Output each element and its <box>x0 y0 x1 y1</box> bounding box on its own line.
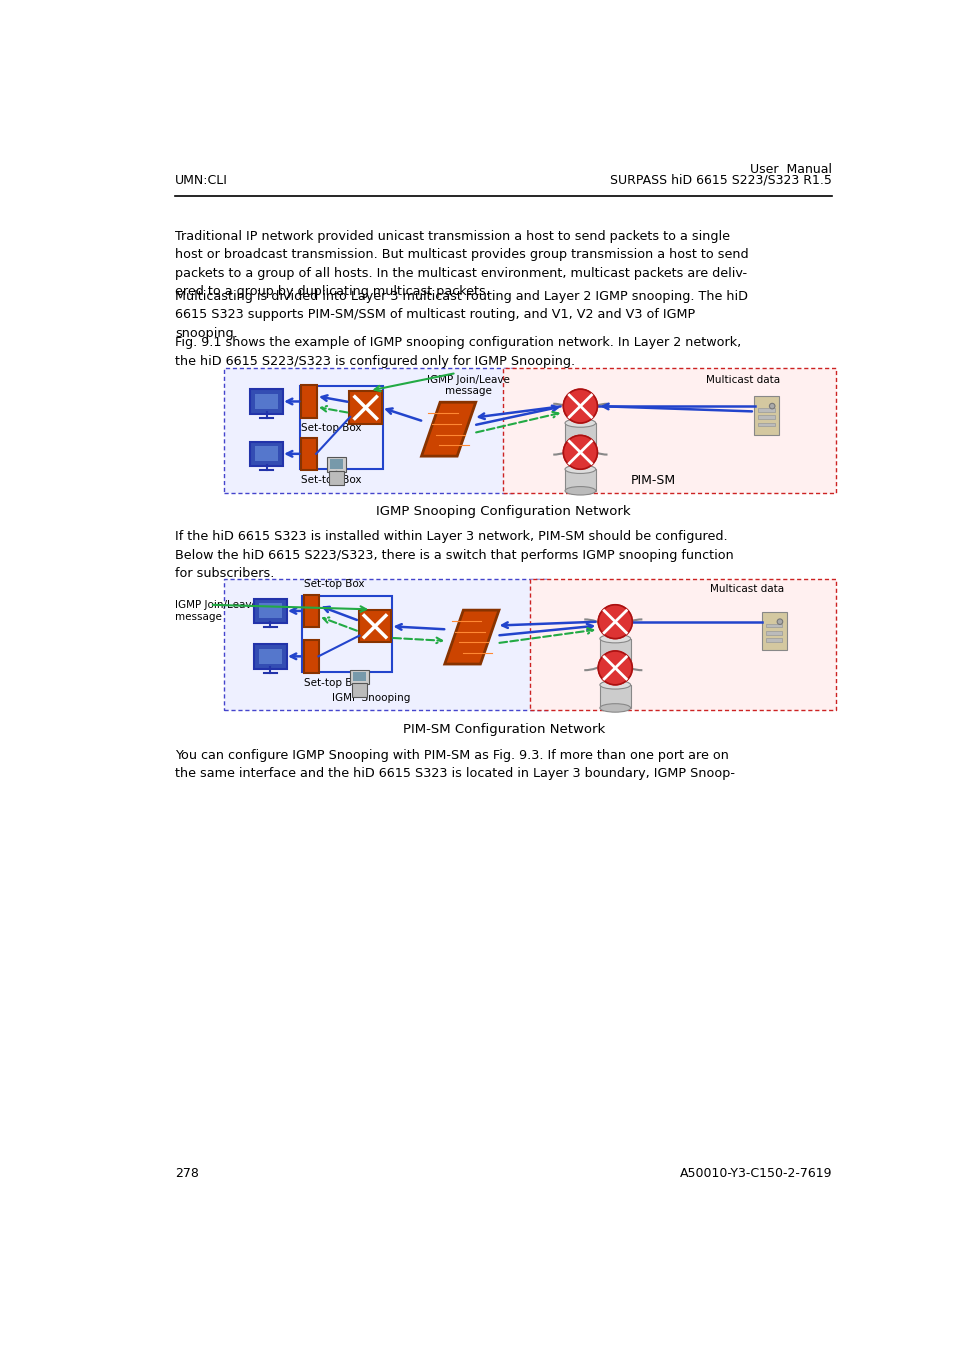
FancyBboxPatch shape <box>250 441 282 466</box>
FancyBboxPatch shape <box>258 649 282 664</box>
Ellipse shape <box>564 464 595 474</box>
Text: PIM-SM Configuration Network: PIM-SM Configuration Network <box>402 722 604 736</box>
FancyBboxPatch shape <box>258 603 282 618</box>
FancyBboxPatch shape <box>358 610 391 643</box>
Ellipse shape <box>599 657 630 666</box>
FancyBboxPatch shape <box>349 392 381 424</box>
FancyBboxPatch shape <box>758 423 774 427</box>
Text: User  Manual: User Manual <box>749 163 831 176</box>
FancyBboxPatch shape <box>301 437 316 470</box>
Ellipse shape <box>599 703 630 713</box>
FancyBboxPatch shape <box>253 644 286 668</box>
Ellipse shape <box>599 680 630 688</box>
Polygon shape <box>421 402 476 456</box>
Text: UMN:CLI: UMN:CLI <box>174 174 228 186</box>
Polygon shape <box>444 610 498 664</box>
Ellipse shape <box>564 486 595 495</box>
Text: PIM-SM: PIM-SM <box>630 474 675 487</box>
FancyBboxPatch shape <box>328 471 344 485</box>
Text: If the hiD 6615 S323 is installed within Layer 3 network, PIM-SM should be confi: If the hiD 6615 S323 is installed within… <box>174 531 733 580</box>
FancyBboxPatch shape <box>253 598 286 624</box>
Circle shape <box>777 618 781 625</box>
FancyBboxPatch shape <box>564 423 595 444</box>
Text: SURPASS hiD 6615 S223/S323 R1.5: SURPASS hiD 6615 S223/S323 R1.5 <box>610 174 831 186</box>
Text: Set-top Box: Set-top Box <box>301 423 361 433</box>
Text: A50010-Y3-C150-2-7619: A50010-Y3-C150-2-7619 <box>679 1166 831 1180</box>
FancyBboxPatch shape <box>753 396 778 435</box>
FancyBboxPatch shape <box>564 470 595 491</box>
Text: IGMP Snooping Configuration Network: IGMP Snooping Configuration Network <box>375 505 630 517</box>
Text: Fig. 9.1 shows the example of IGMP snooping configuration network. In Layer 2 ne: Fig. 9.1 shows the example of IGMP snoop… <box>174 336 740 367</box>
Text: IGMP Snooping: IGMP Snooping <box>332 693 410 702</box>
FancyBboxPatch shape <box>303 595 319 628</box>
Circle shape <box>598 651 632 684</box>
Text: Set-top Box: Set-top Box <box>301 475 361 486</box>
FancyBboxPatch shape <box>327 458 345 472</box>
FancyBboxPatch shape <box>599 639 630 662</box>
Ellipse shape <box>564 418 595 427</box>
FancyBboxPatch shape <box>301 385 316 417</box>
FancyBboxPatch shape <box>502 369 835 493</box>
Text: IGMP Join/Leave
message: IGMP Join/Leave message <box>174 601 257 622</box>
Text: Multicast data: Multicast data <box>709 585 783 594</box>
Circle shape <box>562 389 597 423</box>
FancyBboxPatch shape <box>254 447 278 462</box>
FancyBboxPatch shape <box>224 369 514 493</box>
FancyBboxPatch shape <box>303 640 319 672</box>
FancyBboxPatch shape <box>765 630 781 634</box>
FancyBboxPatch shape <box>224 579 549 710</box>
Text: Multicast data: Multicast data <box>705 374 780 385</box>
Circle shape <box>562 435 597 470</box>
FancyBboxPatch shape <box>250 389 282 414</box>
Ellipse shape <box>599 634 630 643</box>
FancyBboxPatch shape <box>758 416 774 418</box>
FancyBboxPatch shape <box>352 683 367 697</box>
Text: IGMP Join/Leave
message: IGMP Join/Leave message <box>426 374 509 396</box>
FancyBboxPatch shape <box>765 639 781 643</box>
FancyBboxPatch shape <box>353 672 366 680</box>
Text: 278: 278 <box>174 1166 199 1180</box>
FancyBboxPatch shape <box>350 670 369 684</box>
Text: Traditional IP network provided unicast transmission a host to send packets to a: Traditional IP network provided unicast … <box>174 230 748 298</box>
FancyBboxPatch shape <box>530 579 835 710</box>
Text: Set-top Box: Set-top Box <box>303 678 364 688</box>
Circle shape <box>768 404 774 409</box>
FancyBboxPatch shape <box>599 684 630 707</box>
FancyBboxPatch shape <box>758 408 774 412</box>
FancyBboxPatch shape <box>330 459 342 468</box>
FancyBboxPatch shape <box>760 612 785 651</box>
Circle shape <box>598 605 632 639</box>
Text: Set-top Box: Set-top Box <box>303 579 364 590</box>
Text: Multicasting is divided into Layer 3 multicast routing and Layer 2 IGMP snooping: Multicasting is divided into Layer 3 mul… <box>174 290 747 340</box>
FancyBboxPatch shape <box>765 624 781 628</box>
Text: You can configure IGMP Snooping with PIM-SM as Fig. 9.3. If more than one port a: You can configure IGMP Snooping with PIM… <box>174 749 734 780</box>
FancyBboxPatch shape <box>254 394 278 409</box>
Ellipse shape <box>564 440 595 448</box>
